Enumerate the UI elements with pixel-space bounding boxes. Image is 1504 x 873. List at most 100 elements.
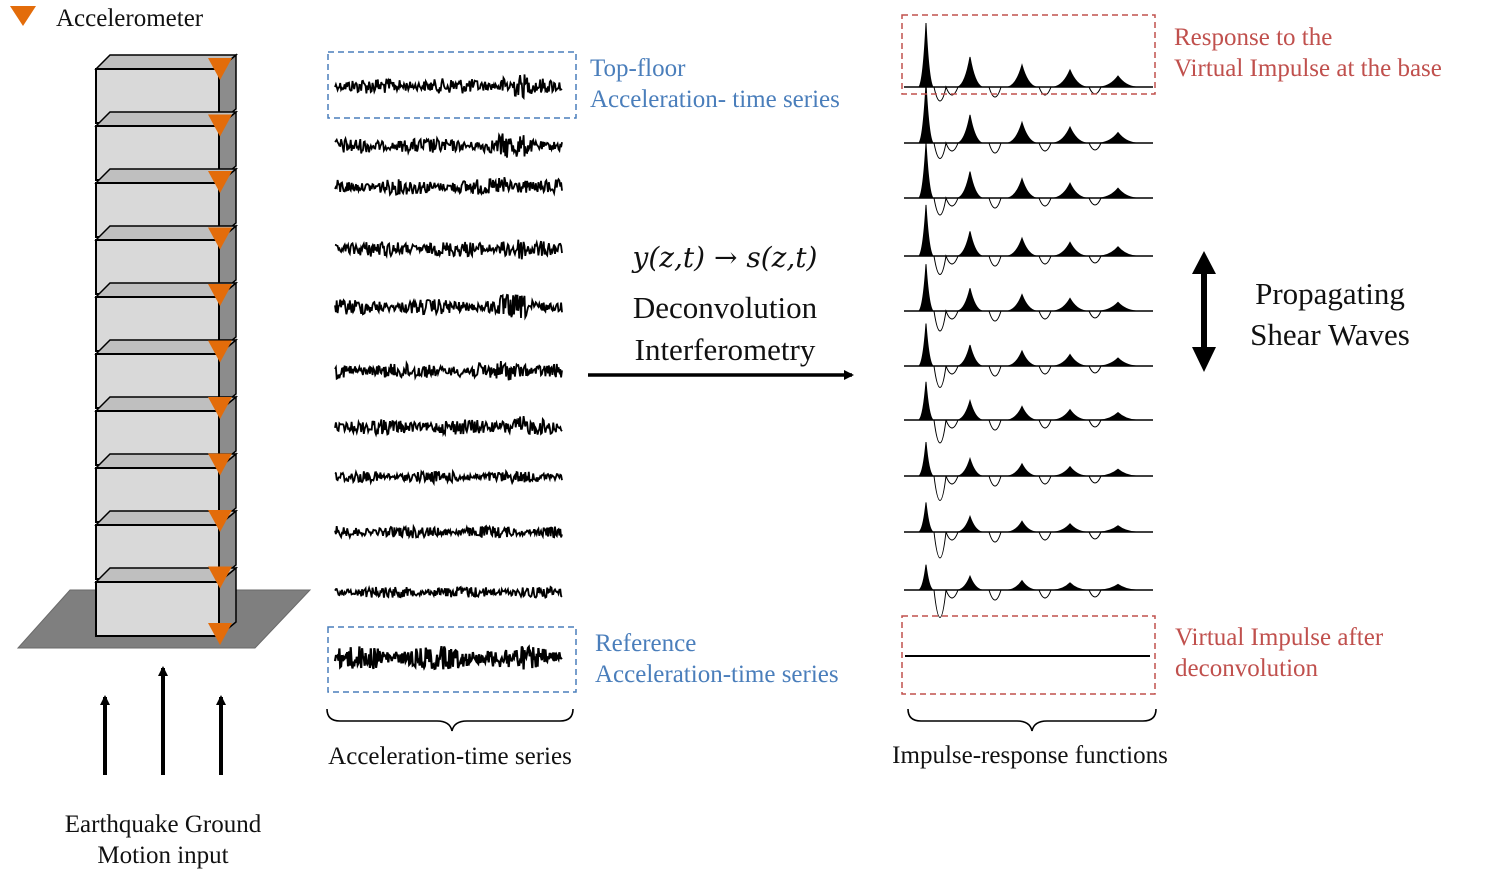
acceleration-trace	[334, 132, 563, 158]
irf-peak	[1053, 182, 1087, 199]
acceleration-brace-label: Acceleration-time series	[328, 743, 572, 770]
irf-peak	[917, 502, 935, 533]
irf-peak	[1053, 297, 1087, 312]
irf-peak	[957, 114, 983, 144]
accelerometer-icon	[208, 58, 232, 80]
accelerometer-icon	[208, 284, 232, 306]
accelerometer-icon	[208, 510, 232, 532]
irf-peak	[917, 381, 935, 421]
irf-peak	[1099, 525, 1137, 533]
irf-peak	[1099, 75, 1137, 88]
irf-peak	[1099, 468, 1137, 477]
accelerometer-icon	[208, 453, 232, 476]
irf-peak	[1007, 236, 1037, 257]
virtual-impulse-label-line2: deconvolution	[1175, 655, 1319, 682]
irf-peak	[1053, 408, 1087, 421]
irf-peak	[1053, 125, 1087, 144]
accelerometer-icon	[208, 227, 232, 250]
shear-wave-arrow-down-head	[1192, 347, 1216, 372]
reference-label-line2: Acceleration-time series	[595, 661, 839, 688]
top-response-box	[901, 14, 1156, 95]
impulse-response-functions	[904, 22, 1153, 618]
irf-peak	[918, 83, 934, 144]
irf-peak	[1007, 520, 1037, 533]
top-floor-label-line1: Top-floor	[590, 55, 686, 82]
irf-peak	[957, 456, 983, 477]
reference-series-box	[327, 626, 577, 693]
irf-peak	[1007, 349, 1037, 367]
impulse-brace-label: Impulse-response functions	[892, 742, 1168, 769]
ground-input-label-line2: Motion input	[97, 842, 229, 869]
virtual-impulse-label-line1: Virtual Impulse after	[1175, 624, 1384, 651]
irf-peak	[1099, 131, 1137, 144]
accelerometer-icon	[208, 566, 232, 589]
irf-negative-lobe	[924, 196, 1153, 216]
acceleration-brace	[326, 708, 574, 732]
deconvolution-label-line1: Deconvolution	[632, 290, 818, 325]
irf-negative-lobe	[924, 141, 1153, 159]
irf-negative-lobe	[924, 85, 1153, 102]
irf-peak	[957, 514, 983, 533]
irf-peak	[957, 398, 983, 421]
response-label-line2: Virtual Impulse at the base	[1174, 55, 1442, 82]
irf-peak	[957, 574, 983, 591]
irf-peak	[917, 204, 935, 257]
irf-peak	[918, 22, 934, 88]
irf-peak	[1099, 411, 1137, 421]
acceleration-trace	[334, 293, 563, 321]
irf-negative-lobe	[924, 365, 1153, 388]
top-floor-label-line2: Acceleration- time series	[590, 86, 840, 113]
acceleration-trace	[334, 523, 563, 540]
response-label-line1: Response to the	[1174, 24, 1333, 51]
irf-peak	[917, 442, 935, 477]
irf-negative-lobe	[924, 309, 1153, 332]
acceleration-trace	[334, 177, 563, 197]
irf-negative-lobe	[924, 419, 1153, 444]
accelerometer-legend-icon	[10, 6, 36, 26]
legend-label: Accelerometer	[56, 5, 204, 32]
irf-peak	[917, 564, 935, 591]
acceleration-trace	[334, 360, 563, 381]
irf-negative-lobe	[924, 589, 1153, 618]
floor-block	[95, 581, 220, 637]
irf-peak	[917, 264, 935, 312]
irf-peak	[1007, 462, 1037, 477]
deconvolution-label-line2: Interferometry	[634, 332, 816, 367]
shear-wave-arrow-up-head	[1192, 251, 1216, 274]
acceleration-trace	[334, 239, 563, 260]
acceleration-trace	[334, 74, 563, 100]
shear-waves-label-line2: Shear Waves	[1250, 317, 1410, 352]
irf-peak	[1007, 579, 1037, 591]
accelerometer-icon	[208, 623, 232, 645]
acceleration-trace	[334, 468, 563, 487]
shear-waves-label-line1: Propagating	[1255, 276, 1405, 311]
accelerometer-icon	[208, 171, 232, 193]
irf-peak	[957, 231, 983, 257]
accelerometer-icon	[208, 114, 232, 137]
irf-peak	[957, 288, 983, 312]
irf-negative-lobe	[924, 254, 1153, 275]
irf-peak	[1099, 357, 1137, 367]
building	[94, 53, 239, 645]
ground-input-label-line1: Earthquake Ground	[64, 811, 262, 838]
irf-peak	[1007, 405, 1037, 421]
irf-peak	[957, 56, 983, 88]
irf-peak	[1099, 246, 1137, 257]
irf-peak	[1053, 465, 1087, 477]
irf-peak	[1007, 120, 1037, 144]
virtual-impulse-box	[901, 615, 1156, 695]
irf-peak	[1099, 583, 1137, 591]
irf-peak	[1053, 353, 1087, 367]
impulse-brace	[907, 708, 1157, 732]
top-floor-series-box	[327, 51, 577, 119]
acceleration-time-series	[333, 74, 563, 671]
irf-peak	[1099, 187, 1137, 199]
accelerometer-icon	[208, 340, 232, 363]
irf-peak	[957, 171, 983, 199]
irf-peak	[1053, 582, 1087, 591]
acceleration-trace	[334, 415, 563, 438]
irf-peak	[1007, 293, 1037, 312]
irf-negative-lobe	[924, 531, 1153, 559]
acceleration-trace	[334, 584, 563, 599]
